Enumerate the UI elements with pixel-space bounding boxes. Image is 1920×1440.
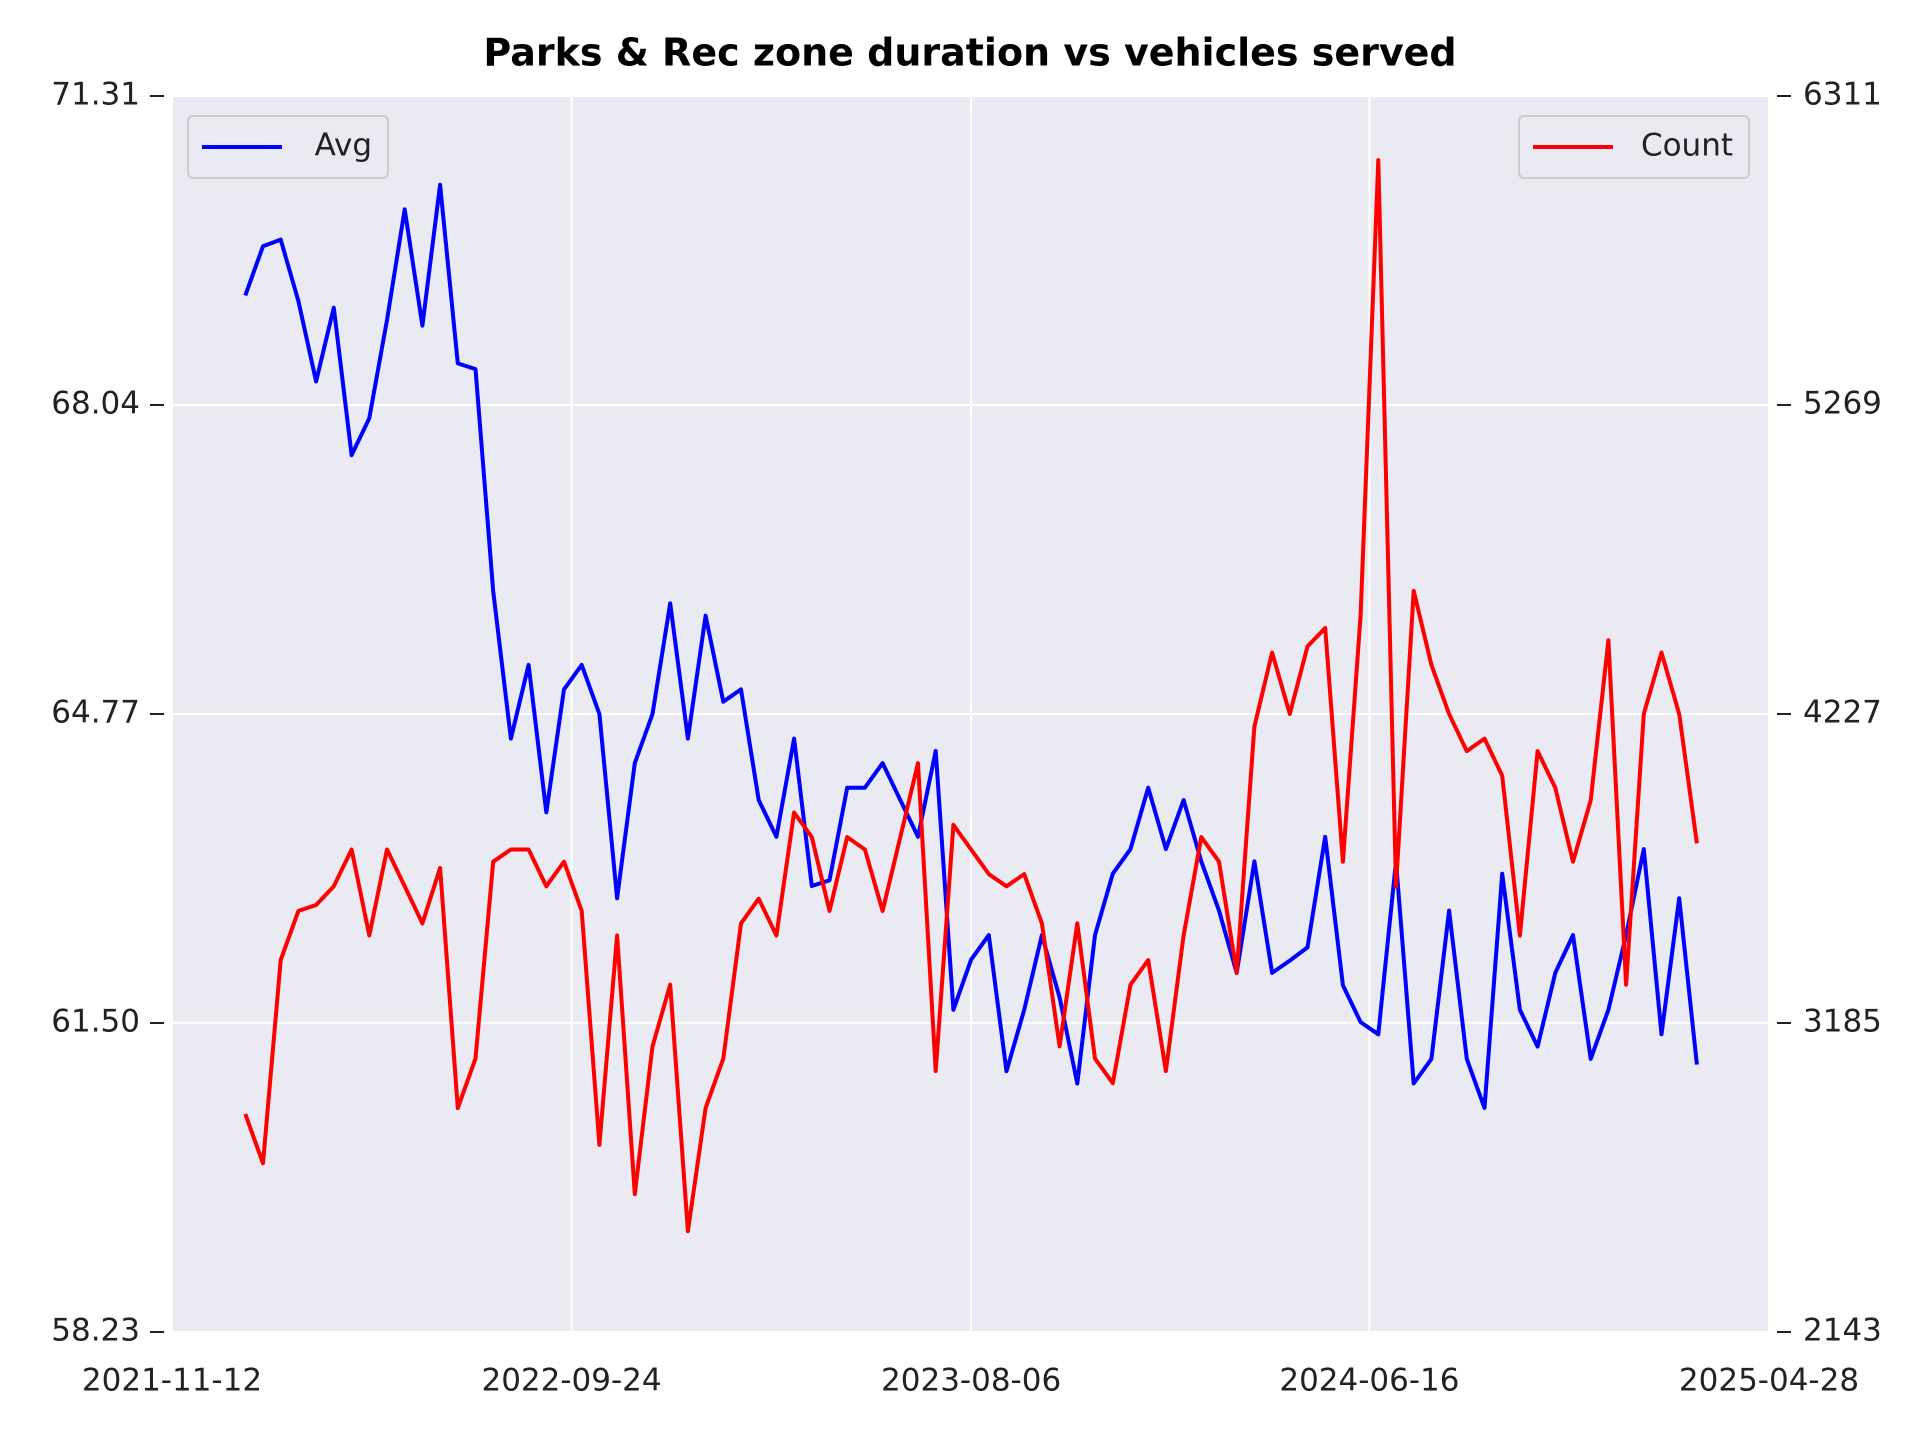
- grid: [171, 95, 1770, 1333]
- y2-tick-label: 6311: [1803, 77, 1882, 113]
- x-tick-label: 2025-04-28: [1679, 1363, 1859, 1399]
- x-tick-label: 2022-09-24: [481, 1363, 661, 1399]
- x-tick-label: 2024-06-16: [1279, 1363, 1459, 1399]
- y-tick-label: 68.04: [51, 386, 140, 422]
- x-tick-label: 2023-08-06: [881, 1363, 1061, 1399]
- y-tick-label: 64.77: [51, 695, 140, 731]
- y2-tick-label: 2143: [1803, 1313, 1882, 1349]
- chart-title: Parks & Rec zone duration vs vehicles se…: [483, 31, 1456, 75]
- y-tick-label: 61.50: [51, 1004, 140, 1040]
- legend-box: [1518, 115, 1750, 179]
- y2-tick-label: 4227: [1803, 695, 1882, 731]
- y2-tick-label: 5269: [1803, 386, 1882, 422]
- legend-label: Avg: [315, 128, 372, 164]
- legend-box: [187, 115, 389, 179]
- legend-label: Count: [1641, 128, 1733, 164]
- line-series: [243, 158, 1699, 1234]
- y-tick-label: 58.23: [51, 1313, 140, 1349]
- line-series: [243, 182, 1699, 1110]
- y2-tick-label: 3185: [1803, 1004, 1882, 1040]
- y-tick-label: 71.31: [51, 77, 140, 113]
- x-tick-label: 2021-11-12: [82, 1363, 262, 1399]
